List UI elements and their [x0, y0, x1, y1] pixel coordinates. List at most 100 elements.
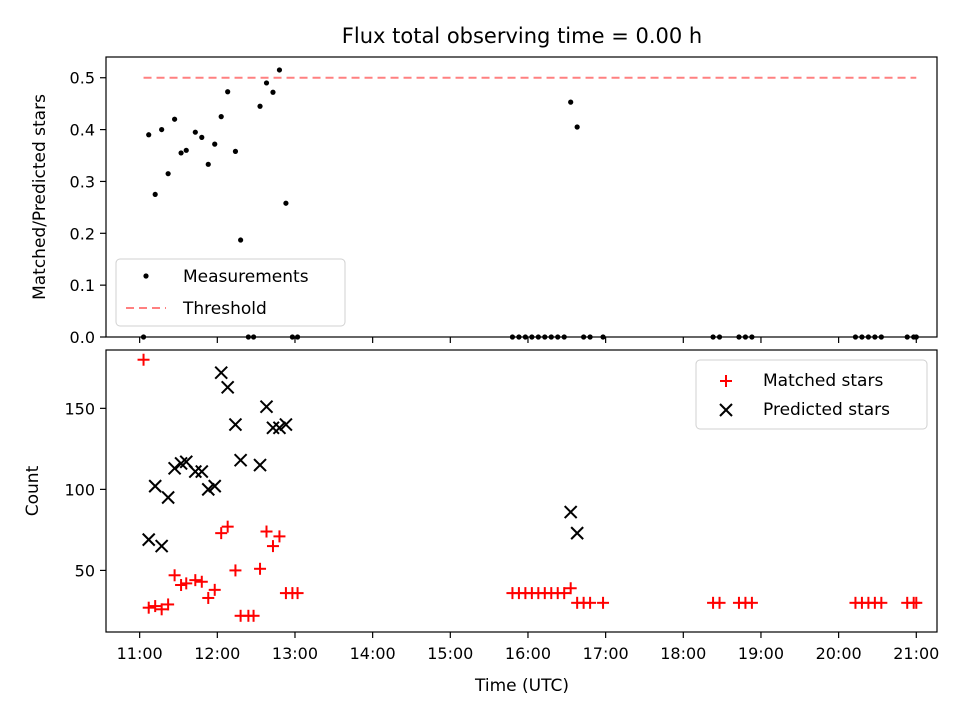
ratio-y-tick-label: 0.3: [70, 172, 95, 191]
measurement-point: [192, 129, 198, 135]
matched-star-point: [564, 582, 577, 595]
matched-star-point: [254, 562, 267, 575]
matched-star-point: [875, 596, 888, 609]
measurement-point: [574, 124, 580, 130]
predicted-star-point: [167, 461, 182, 476]
predicted-star-point: [259, 400, 274, 414]
measurement-point: [159, 126, 165, 133]
measurement-point: [225, 89, 231, 95]
matched-star-point: [713, 596, 726, 609]
ratio-y-axis-label: Matched/Predicted stars: [30, 94, 50, 300]
count-y-axis-label: Count: [23, 465, 43, 516]
count-y-tick-label: 50: [75, 561, 95, 580]
ratio-y-tick-label: 0.0: [70, 328, 95, 347]
measurement-point: [568, 99, 574, 105]
count-panel: 50 100 150 11:00 12:00 13:00 14:00 15:00 16:00 1…: [23, 349, 939, 696]
measurement-point: [183, 147, 189, 153]
measurement-point: [263, 80, 270, 86]
predicted-star-point: [208, 479, 222, 493]
ratio-y-tick-label: 0.4: [70, 121, 95, 140]
x-tick-label: 12:00: [194, 644, 240, 663]
predicted-star-point: [266, 421, 280, 435]
predicted-star-point: [148, 479, 162, 493]
predicted-star-point: [570, 526, 584, 540]
legend-label-threshold: Threshold: [182, 299, 267, 319]
ratio-y-tick-label: 0.2: [70, 224, 95, 243]
x-tick-label: 11:00: [117, 644, 163, 663]
predicted-star-point: [233, 453, 248, 467]
count-legend: Matched stars Predicted stars: [695, 359, 928, 430]
x-tick-label: 20:00: [816, 644, 862, 663]
x-axis-label: Time (UTC): [474, 676, 569, 696]
predicted-star-point: [279, 417, 293, 432]
predicted-star-point: [195, 464, 209, 479]
matched-star-point: [175, 579, 188, 591]
measurement-point: [205, 161, 211, 167]
matched-star-point: [291, 587, 304, 600]
matched-star-point: [208, 583, 221, 596]
x-tick-label: 21:00: [893, 644, 939, 663]
matched-star-point: [584, 596, 597, 609]
legend-marker-measurements: [143, 273, 149, 279]
x-tick-label: 16:00: [505, 644, 551, 663]
predicted-star-point: [142, 532, 156, 547]
chart-title: Flux total observing time = 0.00 h: [342, 24, 702, 48]
count-y-tick-label: 100: [64, 480, 95, 499]
matched-star-point: [155, 603, 168, 616]
legend-marker-predicted: [719, 403, 733, 417]
matched-star-point: [142, 601, 155, 614]
matched-star-point: [273, 530, 286, 543]
x-tick-label: 18:00: [660, 644, 706, 663]
matched-star-point: [597, 596, 610, 609]
matched-star-point: [558, 587, 571, 600]
measurement-point: [172, 116, 178, 122]
predicted-star-point: [161, 490, 175, 505]
matched-star-point: [137, 353, 150, 366]
matched-star-point: [221, 520, 234, 533]
predicted-star-point: [563, 505, 578, 519]
ratio-plot-frame: [105, 56, 938, 338]
x-tick-label: 13:00: [272, 644, 318, 663]
legend-label-measurements: Measurements: [183, 267, 309, 287]
count-plot-frame: [105, 349, 938, 633]
predicted-star-point: [154, 539, 169, 553]
matched-star-point: [189, 574, 202, 587]
measurement-point: [218, 114, 224, 120]
measurement-point: [232, 148, 239, 154]
measurement-point: [283, 200, 289, 206]
ratio-panel: 0.0 0.1 0.2 0.3 0.4 0.5 Matched/Predicted sta…: [30, 56, 938, 347]
measurement-point: [178, 150, 184, 156]
predicted-star-point: [253, 458, 267, 472]
legend-label-matched: Matched stars: [763, 371, 883, 391]
matched-star-point: [215, 527, 228, 540]
matched-star-point: [229, 564, 242, 577]
matched-star-point: [745, 596, 758, 609]
predicted-star-point: [228, 417, 243, 432]
measurement-point: [165, 171, 171, 177]
matched-star-point: [266, 540, 279, 553]
measurement-point: [270, 89, 276, 95]
matched-star-point: [910, 596, 923, 609]
x-tick-label: 15:00: [427, 644, 473, 663]
measurement-point: [212, 141, 218, 147]
measurement-point: [152, 191, 158, 198]
matched-star-point: [180, 577, 193, 590]
measurement-point: [257, 103, 263, 109]
matched-star-point: [202, 591, 215, 604]
matched-star-point: [162, 598, 175, 611]
matched-star-point: [247, 609, 260, 622]
ratio-y-tick-label: 0.1: [70, 276, 95, 295]
count-y-tick-label: 150: [64, 399, 95, 418]
ratio-legend: Measurements Threshold: [115, 258, 346, 327]
matched-star-point: [168, 569, 181, 582]
x-tick-label: 14:00: [350, 644, 396, 663]
predicted-star-point: [201, 482, 215, 497]
matched-star-point: [195, 575, 208, 588]
ratio-y-tick-label: 0.5: [70, 69, 95, 88]
x-tick-label: 17:00: [583, 644, 629, 663]
matched-star-point: [149, 600, 162, 613]
predicted-star-point: [188, 464, 203, 479]
measurement-point: [146, 132, 152, 138]
matched-star-point: [260, 525, 273, 538]
